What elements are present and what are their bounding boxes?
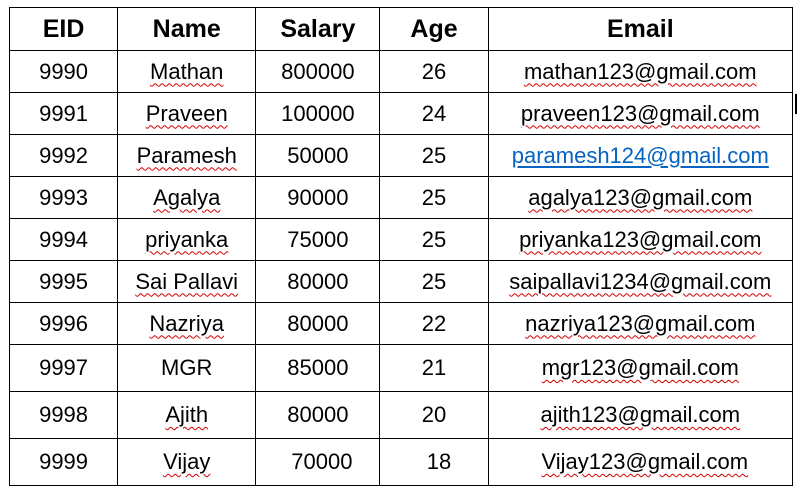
cell-age[interactable]: 21 <box>379 344 489 392</box>
table-row: 9990 Mathan 800000 26 mathan123@gmail.co… <box>8 50 794 93</box>
cell-name-text: priyanka <box>145 226 229 252</box>
cell-age[interactable]: 18 <box>379 438 489 486</box>
table-row: 9995 Sai Pallavi 80000 25 saipallavi1234… <box>8 260 794 303</box>
cell-email-text: mathan123@gmail.com <box>523 58 757 84</box>
cell-email[interactable]: mathan123@gmail.com <box>487 50 794 93</box>
cell-eid[interactable]: 9993 <box>8 176 119 219</box>
cell-email-text: priyanka123@gmail.com <box>519 226 762 252</box>
cell-email-text: praveen123@gmail.com <box>520 100 760 126</box>
cell-email-text: saipallavi1234@gmail.com <box>509 268 772 294</box>
table-row: 9998 Ajith 80000 20 ajith123@gmail.com <box>8 391 794 439</box>
cell-email[interactable]: mgr123@gmail.com <box>487 344 794 392</box>
cell-salary[interactable]: 85000 <box>255 344 381 392</box>
cell-eid[interactable]: 9990 <box>8 50 119 93</box>
cell-age[interactable]: 25 <box>379 134 489 177</box>
cell-email-text: ajith123@gmail.com <box>540 402 741 427</box>
header-salary[interactable]: Salary <box>255 7 381 51</box>
cell-eid[interactable]: 9997 <box>8 344 119 392</box>
table-row: 9994 priyanka 75000 25 priyanka123@gmail… <box>8 218 794 261</box>
cell-email-text: mgr123@gmail.com <box>541 355 739 380</box>
header-age[interactable]: Age <box>379 7 489 51</box>
table-row: 9992 Paramesh 50000 25 paramesh124@gmail… <box>8 134 794 177</box>
table-row: 9993 Agalya 90000 25 agalya123@gmail.com <box>8 176 794 219</box>
cell-email[interactable]: priyanka123@gmail.com <box>487 218 794 261</box>
cell-salary[interactable]: 90000 <box>255 176 381 219</box>
table-row: 9999 Vijay 70000 18 Vijay123@gmail.com <box>8 438 794 486</box>
cell-age[interactable]: 25 <box>379 218 489 261</box>
cell-name[interactable]: Nazriya <box>117 302 257 345</box>
cell-name-text: Agalya <box>153 184 221 210</box>
cell-eid[interactable]: 9992 <box>8 134 119 177</box>
cell-name-text: Sai Pallavi <box>135 268 239 294</box>
cell-eid[interactable]: 9998 <box>8 391 119 439</box>
cell-eid[interactable]: 9991 <box>8 92 119 135</box>
cell-email-text: nazriya123@gmail.com <box>525 310 756 336</box>
cell-eid[interactable]: 9994 <box>8 218 119 261</box>
cell-name[interactable]: Vijay <box>117 438 257 486</box>
cell-eid[interactable]: 9999 <box>8 438 119 486</box>
cell-name-text: Nazriya <box>149 310 224 336</box>
cell-name[interactable]: Mathan <box>117 50 257 93</box>
header-eid[interactable]: EID <box>8 7 119 51</box>
cell-email[interactable]: ajith123@gmail.com <box>487 391 794 439</box>
cell-name-text: Ajith <box>165 402 209 427</box>
table-row: 9991 Praveen 100000 24 praveen123@gmail.… <box>8 92 794 135</box>
cell-name[interactable]: priyanka <box>117 218 257 261</box>
header-name[interactable]: Name <box>117 7 257 51</box>
cell-email[interactable]: nazriya123@gmail.com <box>487 302 794 345</box>
cell-salary[interactable]: 50000 <box>255 134 381 177</box>
cell-name-text: Vijay <box>163 449 211 474</box>
table-row: 9996 Nazriya 80000 22 nazriya123@gmail.c… <box>8 302 794 345</box>
cell-email[interactable]: praveen123@gmail.com <box>487 92 794 135</box>
cell-name[interactable]: Praveen <box>117 92 257 135</box>
cell-email[interactable]: paramesh124@gmail.com <box>487 134 794 177</box>
header-email[interactable]: Email <box>487 7 794 51</box>
cell-salary[interactable]: 70000 <box>255 438 381 486</box>
cell-eid[interactable]: 9996 <box>8 302 119 345</box>
cell-age[interactable]: 22 <box>379 302 489 345</box>
cell-name[interactable]: Agalya <box>117 176 257 219</box>
cell-email-text: Vijay123@gmail.com <box>541 449 749 474</box>
cell-name[interactable]: MGR <box>117 344 257 392</box>
cell-name[interactable]: Sai Pallavi <box>117 260 257 303</box>
cell-salary[interactable]: 80000 <box>255 302 381 345</box>
cell-salary[interactable]: 80000 <box>255 260 381 303</box>
cell-name-text: Praveen <box>145 100 228 126</box>
cell-name-text: Paramesh <box>136 142 237 168</box>
cell-name-text: Mathan <box>150 58 224 84</box>
document-page: EID Name Salary Age Email 9990 Mathan 80… <box>8 7 794 486</box>
email-hyperlink[interactable]: paramesh124@gmail.com <box>511 142 769 168</box>
employee-table: EID Name Salary Age Email 9990 Mathan 80… <box>8 7 794 486</box>
cell-age[interactable]: 25 <box>379 260 489 303</box>
cell-salary[interactable]: 800000 <box>255 50 381 93</box>
table-header-row: EID Name Salary Age Email <box>8 7 794 51</box>
cell-salary[interactable]: 75000 <box>255 218 381 261</box>
cell-salary[interactable]: 80000 <box>255 391 381 439</box>
cell-age[interactable]: 26 <box>379 50 489 93</box>
cell-salary[interactable]: 100000 <box>255 92 381 135</box>
cell-email[interactable]: agalya123@gmail.com <box>487 176 794 219</box>
cell-age[interactable]: 25 <box>379 176 489 219</box>
cell-email-text: agalya123@gmail.com <box>528 184 753 210</box>
cell-eid[interactable]: 9995 <box>8 260 119 303</box>
text-cursor <box>795 94 797 114</box>
cell-name[interactable]: Paramesh <box>117 134 257 177</box>
cell-age[interactable]: 24 <box>379 92 489 135</box>
cell-email[interactable]: saipallavi1234@gmail.com <box>487 260 794 303</box>
cell-age[interactable]: 20 <box>379 391 489 439</box>
cell-email[interactable]: Vijay123@gmail.com <box>487 438 794 486</box>
table-row: 9997 MGR 85000 21 mgr123@gmail.com <box>8 344 794 392</box>
cell-name[interactable]: Ajith <box>117 391 257 439</box>
